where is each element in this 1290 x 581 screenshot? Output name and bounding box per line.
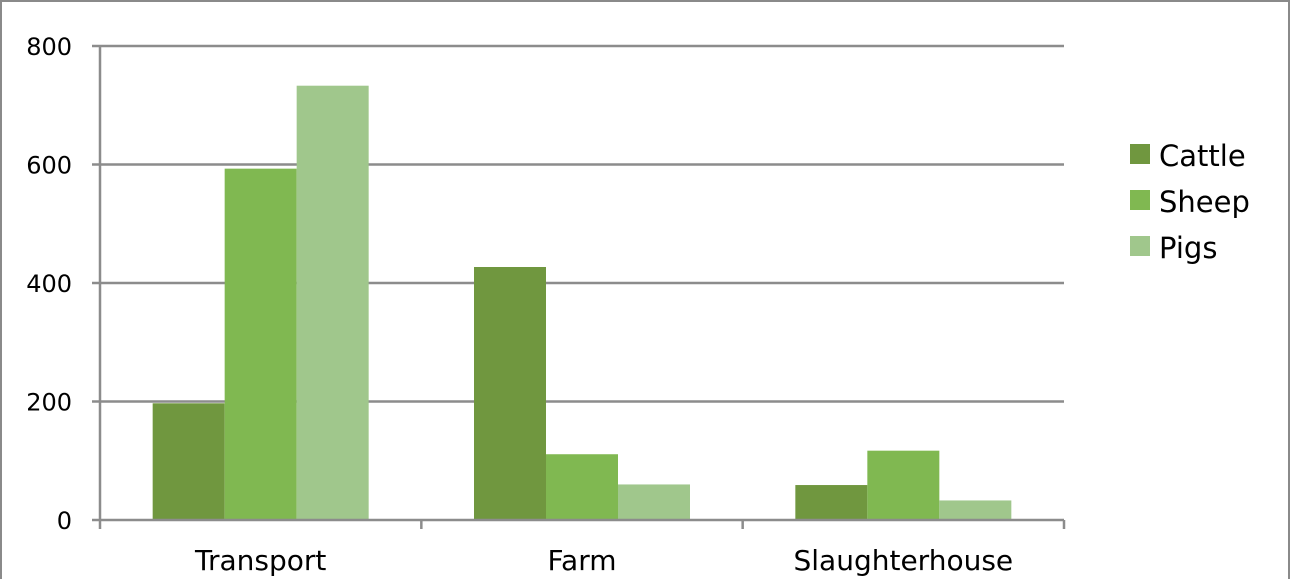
legend-label-pigs: Pigs	[1159, 231, 1217, 265]
y-tick-label: 0	[57, 507, 72, 535]
legend-swatch-pigs	[1130, 236, 1150, 256]
bar-pigs-farm	[618, 484, 690, 520]
y-tick-label: 800	[26, 33, 72, 61]
bar-sheep-slaughterhouse	[867, 451, 939, 520]
bar-cattle-transport	[153, 403, 225, 520]
bar-pigs-slaughterhouse	[939, 500, 1011, 520]
y-tick-label: 400	[26, 270, 72, 298]
bar-cattle-farm	[474, 267, 546, 520]
y-tick-label: 600	[26, 152, 72, 180]
bar-pigs-transport	[297, 86, 369, 520]
x-category-label: Transport	[194, 544, 326, 577]
legend-label-sheep: Sheep	[1159, 185, 1250, 219]
x-category-label: Farm	[548, 544, 617, 577]
y-tick-labels: 0 200 400 600 800	[26, 33, 72, 535]
legend: Cattle Sheep Pigs	[1130, 139, 1250, 265]
y-tick-label: 200	[26, 389, 72, 417]
bars	[153, 86, 1012, 520]
legend-swatch-cattle	[1130, 144, 1150, 164]
legend-label-cattle: Cattle	[1159, 139, 1246, 173]
x-category-labels: Transport Farm Slaughterhouse	[194, 544, 1013, 577]
bar-sheep-transport	[225, 169, 297, 520]
bar-cattle-slaughterhouse	[795, 485, 867, 520]
x-category-label: Slaughterhouse	[794, 544, 1014, 577]
legend-swatch-sheep	[1130, 190, 1150, 210]
bar-sheep-farm	[546, 454, 618, 520]
